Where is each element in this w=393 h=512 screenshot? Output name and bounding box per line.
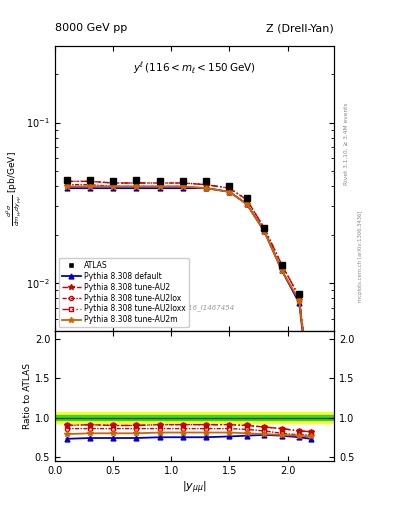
ATLAS (262, 225, 267, 231)
Pythia 8.308 tune-AU2 (111, 180, 116, 186)
ATLAS (88, 177, 92, 183)
Bar (55, 412, 334, 423)
Pythia 8.308 tune-AU2lox (64, 182, 69, 188)
Pythia 8.308 tune-AU2lox (134, 183, 139, 189)
ATLAS (227, 183, 232, 189)
Pythia 8.308 tune-AU2lox (262, 228, 267, 234)
Pythia 8.308 tune-AU2lox (88, 182, 92, 188)
Bar (55, 415, 334, 420)
Pythia 8.308 tune-AU2loxx (227, 185, 232, 191)
ATLAS (297, 291, 301, 297)
Pythia 8.308 tune-AU2m (111, 183, 116, 189)
Pythia 8.308 tune-AU2 (227, 185, 232, 191)
Pythia 8.308 default (309, 399, 313, 406)
Pythia 8.308 tune-AU2m (309, 395, 313, 401)
Pythia 8.308 default (244, 201, 249, 207)
Line: Pythia 8.308 tune-AU2loxx: Pythia 8.308 tune-AU2loxx (64, 179, 313, 397)
Pythia 8.308 tune-AU2 (64, 178, 69, 184)
Pythia 8.308 tune-AU2loxx (180, 180, 185, 186)
Pythia 8.308 tune-AU2loxx (111, 180, 116, 186)
Pythia 8.308 tune-AU2 (88, 178, 92, 184)
Pythia 8.308 tune-AU2m (157, 183, 162, 189)
Line: Pythia 8.308 tune-AU2lox: Pythia 8.308 tune-AU2lox (64, 183, 313, 401)
Pythia 8.308 tune-AU2loxx (134, 180, 139, 186)
Text: mcplots.cern.ch [arXiv:1306.3436]: mcplots.cern.ch [arXiv:1306.3436] (358, 210, 363, 302)
Pythia 8.308 default (88, 185, 92, 191)
Pythia 8.308 tune-AU2lox (297, 298, 301, 304)
Pythia 8.308 tune-AU2loxx (279, 262, 284, 268)
Line: Pythia 8.308 default: Pythia 8.308 default (64, 186, 313, 405)
Pythia 8.308 tune-AU2loxx (297, 294, 301, 300)
Legend: ATLAS, Pythia 8.308 default, Pythia 8.308 tune-AU2, Pythia 8.308 tune-AU2lox, Py: ATLAS, Pythia 8.308 default, Pythia 8.30… (59, 258, 189, 327)
Pythia 8.308 default (297, 300, 301, 306)
Text: $y^\ell\,(116 < m_\ell < 150\,\mathrm{GeV})$: $y^\ell\,(116 < m_\ell < 150\,\mathrm{Ge… (133, 60, 256, 76)
X-axis label: $|y_{\mu\mu}|$: $|y_{\mu\mu}|$ (182, 480, 207, 496)
Line: Pythia 8.308 tune-AU2m: Pythia 8.308 tune-AU2m (64, 183, 314, 402)
Pythia 8.308 tune-AU2lox (309, 395, 313, 401)
Pythia 8.308 tune-AU2m (297, 297, 301, 303)
Line: ATLAS: ATLAS (64, 177, 314, 398)
Pythia 8.308 tune-AU2lox (111, 183, 116, 189)
Text: ATLAS_2016_I1467454: ATLAS_2016_I1467454 (154, 305, 235, 311)
Text: Rivet 3.1.10, ≥ 3.4M events: Rivet 3.1.10, ≥ 3.4M events (344, 102, 349, 185)
Y-axis label: $\frac{d^2\sigma}{dm_{\mu\mu}dy_{\mu\mu}}$ [pb/GeV]: $\frac{d^2\sigma}{dm_{\mu\mu}dy_{\mu\mu}… (4, 151, 24, 226)
Pythia 8.308 tune-AU2loxx (157, 180, 162, 186)
Pythia 8.308 default (204, 185, 209, 191)
ATLAS (180, 178, 185, 184)
Pythia 8.308 default (180, 185, 185, 191)
ATLAS (244, 195, 249, 201)
Pythia 8.308 tune-AU2loxx (309, 392, 313, 398)
Pythia 8.308 tune-AU2 (244, 197, 249, 203)
Pythia 8.308 tune-AU2m (64, 183, 69, 189)
Pythia 8.308 tune-AU2m (262, 228, 267, 234)
Pythia 8.308 tune-AU2loxx (262, 225, 267, 231)
Pythia 8.308 tune-AU2loxx (244, 197, 249, 203)
Pythia 8.308 tune-AU2loxx (204, 182, 209, 188)
Y-axis label: Ratio to ATLAS: Ratio to ATLAS (23, 363, 32, 429)
Pythia 8.308 default (157, 185, 162, 191)
Pythia 8.308 tune-AU2lox (227, 189, 232, 195)
Pythia 8.308 default (111, 185, 116, 191)
Pythia 8.308 tune-AU2 (279, 262, 284, 268)
Pythia 8.308 tune-AU2m (180, 183, 185, 189)
Pythia 8.308 tune-AU2m (88, 183, 92, 189)
Pythia 8.308 default (134, 185, 139, 191)
Pythia 8.308 tune-AU2 (262, 225, 267, 231)
Pythia 8.308 tune-AU2 (157, 180, 162, 186)
Pythia 8.308 tune-AU2 (204, 182, 209, 188)
Text: 8000 GeV pp: 8000 GeV pp (55, 23, 127, 33)
Pythia 8.308 tune-AU2m (204, 185, 209, 191)
Pythia 8.308 tune-AU2 (134, 180, 139, 186)
Pythia 8.308 tune-AU2lox (244, 201, 249, 207)
ATLAS (279, 262, 284, 268)
Pythia 8.308 tune-AU2loxx (88, 178, 92, 184)
ATLAS (111, 178, 116, 184)
Pythia 8.308 tune-AU2lox (279, 267, 284, 273)
ATLAS (64, 177, 69, 183)
Text: Z (Drell-Yan): Z (Drell-Yan) (266, 23, 334, 33)
Pythia 8.308 default (262, 228, 267, 234)
ATLAS (157, 178, 162, 184)
Pythia 8.308 tune-AU2 (180, 180, 185, 186)
Pythia 8.308 default (64, 185, 69, 191)
Line: Pythia 8.308 tune-AU2: Pythia 8.308 tune-AU2 (64, 178, 314, 398)
ATLAS (309, 392, 313, 398)
Pythia 8.308 tune-AU2lox (157, 183, 162, 189)
Pythia 8.308 tune-AU2m (279, 267, 284, 273)
Pythia 8.308 default (279, 267, 284, 273)
Pythia 8.308 tune-AU2lox (180, 183, 185, 189)
Pythia 8.308 tune-AU2m (134, 183, 139, 189)
Pythia 8.308 tune-AU2 (297, 294, 301, 300)
ATLAS (204, 178, 209, 184)
Pythia 8.308 tune-AU2m (227, 189, 232, 195)
Pythia 8.308 tune-AU2lox (204, 185, 209, 191)
ATLAS (134, 177, 139, 183)
Pythia 8.308 tune-AU2loxx (64, 178, 69, 184)
Pythia 8.308 tune-AU2m (244, 201, 249, 207)
Pythia 8.308 default (227, 189, 232, 195)
Pythia 8.308 tune-AU2 (309, 392, 313, 398)
